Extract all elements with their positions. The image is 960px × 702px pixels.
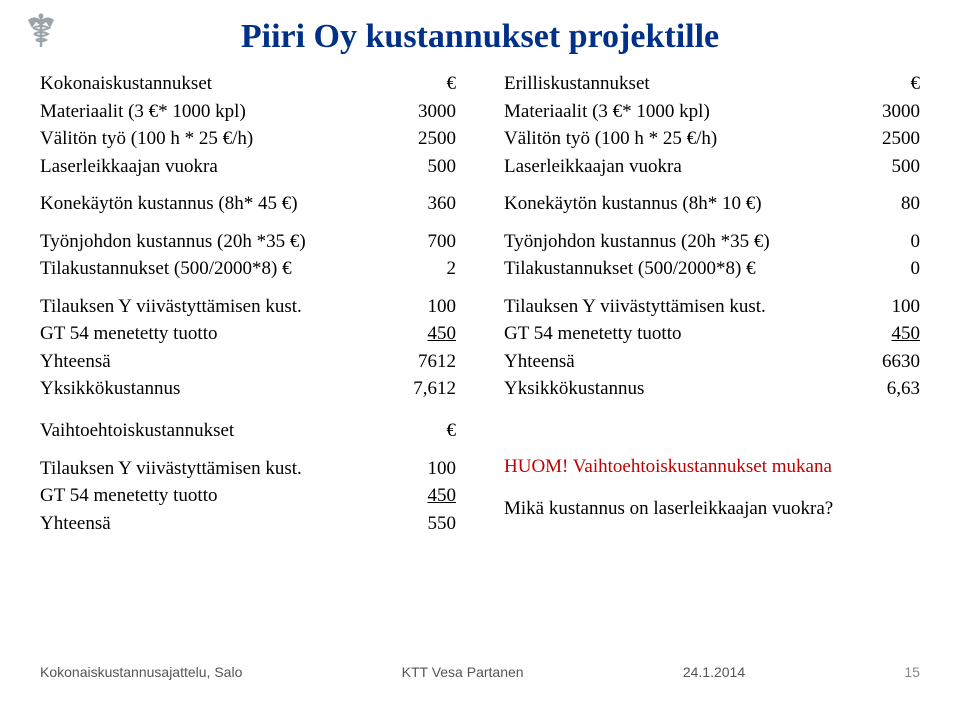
row-value: 3000 <box>860 98 920 126</box>
note-huom: HUOM! Vaihtoehtoiskustannukset mukana <box>504 456 832 477</box>
row-label: Materiaalit (3 €* 1000 kpl) <box>40 98 396 126</box>
row-label: Vaihtoehtoiskustannukset <box>40 417 396 445</box>
table-row: Välitön työ (100 h * 25 €/h)2500 <box>40 125 456 153</box>
row-value: 100 <box>396 455 456 483</box>
table-row: Laserleikkaajan vuokra500 <box>40 153 456 181</box>
table-row: Materiaalit (3 €* 1000 kpl)3000 <box>504 98 920 126</box>
row-value: 2 <box>396 255 456 283</box>
notes-column: HUOM! Vaihtoehtoiskustannukset mukana Mi… <box>504 417 920 537</box>
table-row: Laserleikkaajan vuokra500 <box>504 153 920 181</box>
row-value: 360 <box>396 190 456 218</box>
table-row: Välitön työ (100 h * 25 €/h)2500 <box>504 125 920 153</box>
row-value: 7,612 <box>396 375 456 403</box>
row-value: 2500 <box>860 125 920 153</box>
row-label: Välitön työ (100 h * 25 €/h) <box>40 125 396 153</box>
row-label: Yhteensä <box>40 348 396 376</box>
row-label: Välitön työ (100 h * 25 €/h) <box>504 125 860 153</box>
row-label: Tilakustannukset (500/2000*8) € <box>504 255 860 283</box>
footer-mid: KTT Vesa Partanen <box>402 664 524 680</box>
note-line: HUOM! Vaihtoehtoiskustannukset mukana <box>504 453 920 481</box>
row-value: 700 <box>396 228 456 256</box>
table-row: Yksikkökustannus7,612 <box>40 375 456 403</box>
table-row: Työnjohdon kustannus (20h *35 €)700 <box>40 228 456 256</box>
row-label: Konekäytön kustannus (8h* 45 €) <box>40 190 396 218</box>
table-row: Yhteensä7612 <box>40 348 456 376</box>
table-heading: Erilliskustannukset€ <box>504 70 920 98</box>
row-label: Tilauksen Y viivästyttämisen kust. <box>40 293 396 321</box>
row-value: € <box>396 70 456 98</box>
table-heading: Vaihtoehtoiskustannukset€ <box>40 417 456 445</box>
row-label: GT 54 menetetty tuotto <box>504 320 860 348</box>
row-value: 500 <box>860 153 920 181</box>
row-value: € <box>396 417 456 445</box>
row-label: Tilauksen Y viivästyttämisen kust. <box>40 455 396 483</box>
row-label: Laserleikkaajan vuokra <box>40 153 396 181</box>
row-label: Yksikkökustannus <box>504 375 860 403</box>
table-row: Tilauksen Y viivästyttämisen kust.100 <box>40 293 456 321</box>
row-label: Erilliskustannukset <box>504 70 860 98</box>
row-value: 550 <box>396 510 456 538</box>
row-value: 100 <box>396 293 456 321</box>
row-label: Konekäytön kustannus (8h* 10 €) <box>504 190 860 218</box>
table-row: Tilakustannukset (500/2000*8) €2 <box>40 255 456 283</box>
alt-column: Vaihtoehtoiskustannukset€Tilauksen Y vii… <box>40 417 456 537</box>
table-row: GT 54 menetetty tuotto450 <box>40 320 456 348</box>
row-value: 80 <box>860 190 920 218</box>
row-value: 2500 <box>396 125 456 153</box>
row-value: 3000 <box>396 98 456 126</box>
cost-columns: Kokonaiskustannukset€Materiaalit (3 €* 1… <box>40 70 920 403</box>
table-row: Konekäytön kustannus (8h* 10 €)80 <box>504 190 920 218</box>
table-row: Konekäytön kustannus (8h* 45 €)360 <box>40 190 456 218</box>
footer-date: 24.1.2014 <box>683 664 745 680</box>
table-row: Tilakustannukset (500/2000*8) €0 <box>504 255 920 283</box>
row-value: 0 <box>860 255 920 283</box>
row-label: Materiaalit (3 €* 1000 kpl) <box>504 98 860 126</box>
row-label: Kokonaiskustannukset <box>40 70 396 98</box>
row-value: 6,63 <box>860 375 920 403</box>
table-row: GT 54 menetetty tuotto450 <box>504 320 920 348</box>
table-row: Tilauksen Y viivästyttämisen kust.100 <box>504 293 920 321</box>
footer-left: Kokonaiskustannusajattelu, Salo <box>40 664 242 680</box>
row-label: Tilakustannukset (500/2000*8) € <box>40 255 396 283</box>
row-value: 100 <box>860 293 920 321</box>
footer-page: 15 <box>904 664 920 680</box>
table-row: Materiaalit (3 €* 1000 kpl)3000 <box>40 98 456 126</box>
row-label: Työnjohdon kustannus (20h *35 €) <box>40 228 396 256</box>
table-row: Yksikkökustannus6,63 <box>504 375 920 403</box>
row-label: Laserleikkaajan vuokra <box>504 153 860 181</box>
table-row: Tilauksen Y viivästyttämisen kust.100 <box>40 455 456 483</box>
row-value: 7612 <box>396 348 456 376</box>
row-label: Yhteensä <box>40 510 396 538</box>
row-value: 6630 <box>860 348 920 376</box>
table-row: GT 54 menetetty tuotto450 <box>40 482 456 510</box>
row-value: € <box>860 70 920 98</box>
row-value: 450 <box>396 482 456 510</box>
page-title: Piiri Oy kustannukset projektille <box>40 18 920 56</box>
table-row: Yhteensä6630 <box>504 348 920 376</box>
note-question: Mikä kustannus on laserleikkaajan vuokra… <box>504 495 920 523</box>
row-label: Yhteensä <box>504 348 860 376</box>
row-value: 450 <box>396 320 456 348</box>
row-label: Työnjohdon kustannus (20h *35 €) <box>504 228 860 256</box>
slide-footer: Kokonaiskustannusajattelu, Salo KTT Vesa… <box>0 664 960 680</box>
row-label: GT 54 menetetty tuotto <box>40 482 396 510</box>
row-label: Tilauksen Y viivästyttämisen kust. <box>504 293 860 321</box>
bottom-columns: Vaihtoehtoiskustannukset€Tilauksen Y vii… <box>40 417 920 537</box>
row-value: 500 <box>396 153 456 181</box>
caduceus-logo-icon <box>24 12 58 57</box>
left-column: Kokonaiskustannukset€Materiaalit (3 €* 1… <box>40 70 456 403</box>
table-heading: Kokonaiskustannukset€ <box>40 70 456 98</box>
row-value: 450 <box>860 320 920 348</box>
row-label: Yksikkökustannus <box>40 375 396 403</box>
table-row: Yhteensä550 <box>40 510 456 538</box>
table-row: Työnjohdon kustannus (20h *35 €)0 <box>504 228 920 256</box>
row-value: 0 <box>860 228 920 256</box>
right-column: Erilliskustannukset€Materiaalit (3 €* 10… <box>504 70 920 403</box>
row-label: GT 54 menetetty tuotto <box>40 320 396 348</box>
